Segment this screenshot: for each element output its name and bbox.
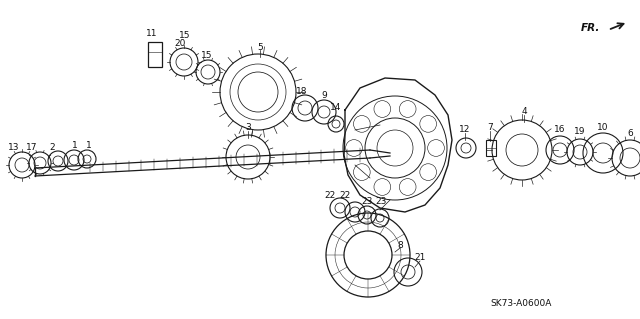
Text: 5: 5 — [257, 42, 263, 51]
Text: 23: 23 — [375, 197, 387, 206]
Text: SK73-A0600A: SK73-A0600A — [490, 299, 552, 308]
Text: 17: 17 — [26, 144, 38, 152]
Text: 15: 15 — [201, 50, 212, 60]
Text: 2: 2 — [49, 143, 55, 152]
Text: 1: 1 — [72, 142, 78, 151]
Text: 19: 19 — [574, 128, 586, 137]
Text: 3: 3 — [245, 123, 251, 132]
Text: FR.: FR. — [580, 23, 600, 33]
Text: 13: 13 — [8, 144, 20, 152]
Text: 6: 6 — [627, 130, 633, 138]
Text: 8: 8 — [397, 241, 403, 249]
Text: 15: 15 — [179, 32, 191, 41]
Text: 22: 22 — [339, 191, 351, 201]
Text: 10: 10 — [597, 123, 609, 132]
Text: 21: 21 — [414, 254, 426, 263]
Text: 12: 12 — [460, 125, 470, 135]
Text: 20: 20 — [174, 40, 186, 48]
Text: 18: 18 — [296, 86, 308, 95]
Bar — [148, 42, 162, 67]
Text: 14: 14 — [330, 103, 342, 113]
Text: 9: 9 — [321, 91, 327, 100]
Text: 11: 11 — [147, 28, 157, 38]
Text: 4: 4 — [521, 108, 527, 116]
Bar — [486, 140, 496, 156]
Text: 1: 1 — [86, 140, 92, 150]
Text: 7: 7 — [487, 123, 493, 132]
Text: 22: 22 — [324, 191, 335, 201]
Text: 23: 23 — [362, 197, 372, 206]
Text: 16: 16 — [554, 125, 566, 135]
